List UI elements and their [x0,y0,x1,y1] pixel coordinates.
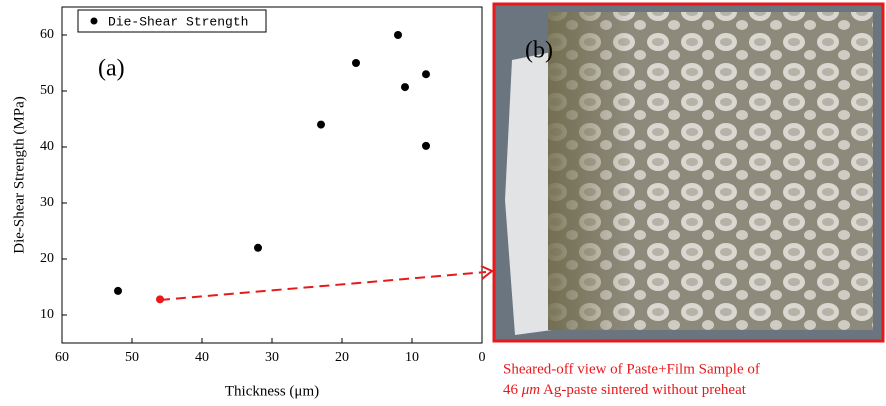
point [254,244,262,252]
y-tick-label: 50 [40,83,54,98]
point [422,142,430,150]
x-tick-label: 40 [195,350,209,365]
y-axis-label: Die-Shear Strength (MPa) [11,96,27,253]
point [317,121,325,129]
point [352,59,360,67]
plot-frame [62,7,482,343]
legend-marker [91,18,98,25]
y-tick-label: 10 [40,307,54,322]
point [114,287,122,295]
panel-label: (b) [525,38,553,64]
y-tick-label: 20 [40,251,54,266]
x-tick-label: 10 [405,350,419,365]
point [422,70,430,78]
photo-edge [505,52,552,335]
caption-part: μm [521,382,541,398]
caption-line: Sheared-off view of Paste+Film Sample of [503,361,760,377]
y-tick-label: 40 [40,139,54,154]
point [401,83,409,91]
x-tick-label: 30 [265,350,279,365]
photo-shade [548,12,873,330]
figure: 10 20 30 40 50 60 60 50 40 30 20 10 0 Die-Shear Stren… [0,0,886,406]
x-tick-label: 20 [335,350,349,365]
y-tick-label: 60 [40,27,54,42]
x-tick-label: 0 [479,350,486,365]
x-tick-label: 50 [125,350,139,365]
y-tick-label: 30 [40,195,54,210]
arrow [160,272,486,300]
caption-part: Ag-paste sintered without preheat [540,382,747,398]
x-axis-label: Thickness (μm) [225,383,319,399]
panel-label: (a) [98,56,125,82]
caption-line: 46 μm Ag-paste sintered without preheat [503,382,747,398]
point [394,31,402,39]
x-tick-label: 60 [55,350,69,365]
legend-label: Die-Shear Strength [108,14,248,29]
caption-part: 46 [503,382,522,398]
